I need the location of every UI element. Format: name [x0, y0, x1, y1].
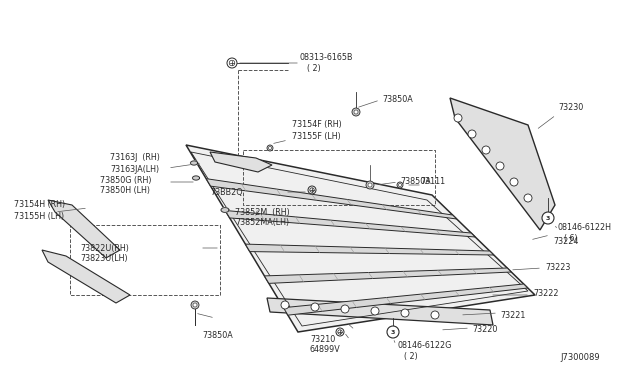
Circle shape: [191, 301, 199, 309]
Circle shape: [454, 114, 462, 122]
Circle shape: [431, 311, 439, 319]
Text: 73220: 73220: [472, 326, 497, 334]
Text: J7300089: J7300089: [561, 353, 600, 362]
Text: 73155H (LH): 73155H (LH): [14, 212, 64, 221]
Text: 73850A: 73850A: [202, 330, 233, 340]
Text: 73852MA(LH): 73852MA(LH): [235, 218, 289, 228]
Polygon shape: [267, 298, 493, 325]
Text: 73221: 73221: [500, 311, 525, 320]
Text: 73163J  (RH): 73163J (RH): [110, 154, 160, 163]
Polygon shape: [210, 152, 272, 172]
Text: 73852M  (RH): 73852M (RH): [235, 208, 290, 217]
Text: 08146-6122G: 08146-6122G: [398, 341, 452, 350]
Polygon shape: [206, 179, 457, 219]
Circle shape: [341, 305, 349, 313]
Circle shape: [366, 181, 374, 189]
Circle shape: [496, 162, 504, 170]
Circle shape: [510, 178, 518, 186]
Text: 73850A: 73850A: [400, 177, 431, 186]
Text: ( 2): ( 2): [307, 64, 321, 73]
Text: 3: 3: [391, 330, 395, 334]
Text: 73850A: 73850A: [382, 96, 413, 105]
Polygon shape: [221, 208, 229, 212]
Text: 73822U(RH): 73822U(RH): [80, 244, 129, 253]
Polygon shape: [191, 161, 198, 165]
Polygon shape: [245, 244, 494, 255]
Circle shape: [311, 303, 319, 311]
Circle shape: [352, 108, 360, 116]
Text: ( 6): ( 6): [564, 234, 578, 243]
Polygon shape: [186, 145, 535, 332]
Text: ( 2): ( 2): [404, 352, 418, 360]
Text: 73154H (RH): 73154H (RH): [14, 201, 65, 209]
Circle shape: [401, 309, 409, 317]
Polygon shape: [264, 268, 511, 283]
Circle shape: [193, 303, 197, 307]
Circle shape: [468, 130, 476, 138]
Text: 73224: 73224: [553, 237, 579, 247]
Text: 64899V: 64899V: [310, 346, 340, 355]
Text: 08146-6122H: 08146-6122H: [558, 224, 612, 232]
Polygon shape: [225, 211, 476, 237]
Circle shape: [542, 212, 554, 224]
Circle shape: [269, 147, 271, 150]
Circle shape: [371, 307, 379, 315]
Text: 73823U(LH): 73823U(LH): [80, 254, 127, 263]
Text: 73163JA(LH): 73163JA(LH): [110, 164, 159, 173]
Text: 08313-6165B: 08313-6165B: [300, 54, 353, 62]
Text: 73155F (LH): 73155F (LH): [292, 131, 340, 141]
Polygon shape: [284, 284, 528, 315]
Text: 73111: 73111: [420, 177, 445, 186]
Circle shape: [397, 182, 403, 188]
Text: 73223: 73223: [545, 263, 570, 273]
Circle shape: [399, 183, 401, 186]
Polygon shape: [450, 98, 555, 230]
Text: 73222: 73222: [533, 289, 559, 298]
Text: 73BB2Q: 73BB2Q: [211, 187, 243, 196]
Text: 3: 3: [546, 215, 550, 221]
Circle shape: [482, 146, 490, 154]
Circle shape: [524, 194, 532, 202]
Text: 73850G (RH): 73850G (RH): [100, 176, 152, 185]
Circle shape: [368, 183, 372, 187]
Text: 73210: 73210: [310, 336, 335, 344]
Circle shape: [281, 301, 289, 309]
Circle shape: [267, 145, 273, 151]
Text: 73850H (LH): 73850H (LH): [100, 186, 150, 196]
Circle shape: [387, 326, 399, 338]
Polygon shape: [193, 176, 200, 180]
Polygon shape: [48, 200, 120, 258]
Polygon shape: [42, 250, 130, 303]
Text: 73154F (RH): 73154F (RH): [292, 121, 342, 129]
Text: 73230: 73230: [558, 103, 583, 112]
Circle shape: [354, 110, 358, 114]
